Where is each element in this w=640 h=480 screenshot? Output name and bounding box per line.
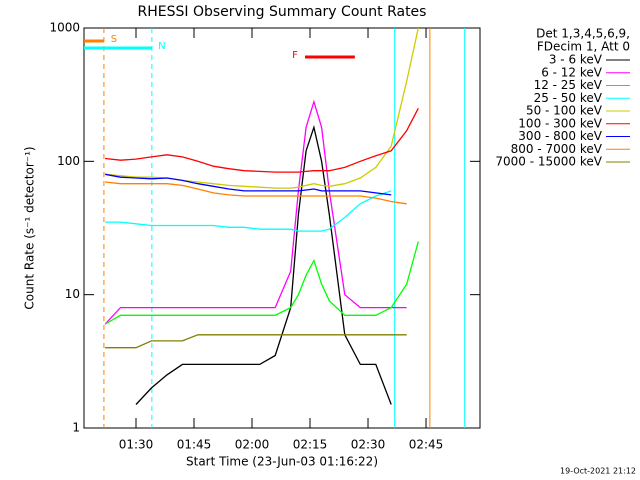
legend-label: 3 - 6 keV (549, 53, 603, 67)
y-tick-label: 1000 (49, 21, 80, 35)
x-axis-label: Start Time (23-Jun-03 01:16:22) (186, 455, 378, 469)
footer: 19-Oct-2021 21:12 (560, 467, 636, 476)
y-tick-label: 1 (72, 421, 80, 435)
x-tick-label: 02:45 (409, 438, 444, 452)
series-line (105, 190, 392, 232)
legend-label: 25 - 50 keV (534, 91, 603, 105)
legend-header: FDecim 1, Att 0 (537, 40, 630, 54)
series-line (104, 173, 392, 196)
x-tick-label: 01:30 (119, 438, 154, 452)
series-line (105, 334, 407, 349)
y-tick-label: 10 (65, 287, 80, 301)
series-line (104, 241, 419, 325)
flag-label: F (292, 50, 298, 61)
x-tick-label: 02:00 (235, 438, 270, 452)
series-line (105, 181, 407, 205)
series-line (104, 99, 407, 325)
legend-label: 800 - 7000 keV (511, 142, 603, 156)
flag-label: S (111, 34, 117, 45)
x-tick-label: 02:30 (351, 438, 386, 452)
legend-label: 6 - 12 keV (541, 65, 603, 79)
legend-label: 7000 - 15000 keV (495, 155, 602, 169)
y-tick-label: 100 (57, 154, 80, 168)
flag-label: N (158, 41, 165, 52)
legend-label: 12 - 25 keV (534, 78, 603, 92)
chart-title: RHESSI Observing Summary Count Rates (138, 4, 427, 20)
legend-label: 300 - 800 keV (518, 129, 602, 143)
series-line (105, 108, 419, 173)
legend-header: Det 1,3,4,5,6,9, (536, 27, 630, 41)
x-tick-label: 02:15 (293, 438, 328, 452)
legend-label: 100 - 300 keV (518, 116, 602, 130)
plot-frame (83, 27, 481, 429)
y-axis-label: Count Rate (s⁻¹ detector⁻¹) (23, 146, 37, 309)
series-line (135, 124, 392, 405)
legend-label: 50 - 100 keV (526, 104, 603, 118)
x-tick-label: 01:45 (177, 438, 212, 452)
